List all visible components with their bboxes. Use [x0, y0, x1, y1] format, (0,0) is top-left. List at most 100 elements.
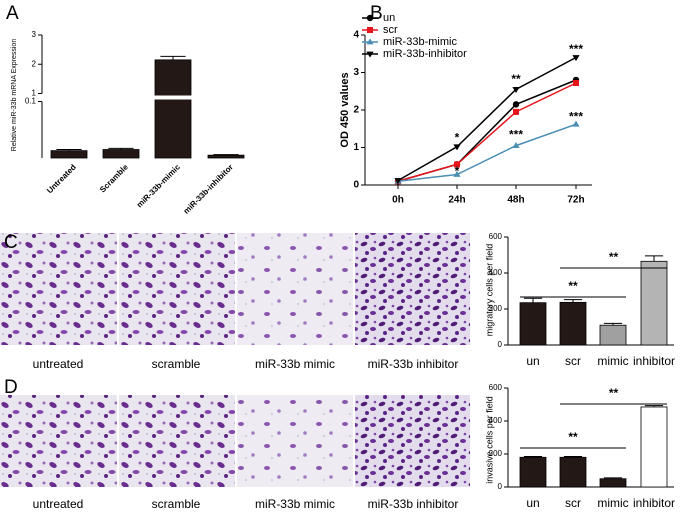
marker	[572, 120, 580, 127]
photos-d	[0, 395, 470, 487]
annotation: *	[455, 130, 460, 144]
photo-label: miR-33b mimic	[255, 357, 335, 371]
series-line	[397, 123, 577, 182]
significance-label: **	[568, 430, 578, 444]
bar	[599, 478, 627, 488]
x-tick-label: inhibitor	[633, 496, 675, 510]
marker	[366, 14, 374, 22]
annotation: ***	[569, 42, 583, 56]
legend-label: miR-33b-mimic	[383, 36, 457, 48]
y-tick-label: 4	[353, 30, 359, 41]
y-axis-label: invasive cells per field	[484, 396, 494, 484]
y-tick-label: 3	[32, 30, 37, 39]
bar	[599, 324, 627, 346]
x-tick-label: miR-33b-mimic	[135, 162, 182, 209]
legend-label: un	[383, 12, 395, 24]
marker	[572, 55, 580, 62]
x-tick-label: Scramble	[98, 162, 130, 194]
y-tick-label: 0	[498, 482, 503, 491]
annotation: *	[455, 164, 460, 178]
y-tick-label: 0.1	[25, 97, 37, 106]
marker	[454, 161, 460, 168]
photos-c	[0, 233, 470, 345]
marker	[513, 108, 519, 115]
annotation: ***	[509, 127, 523, 141]
marker	[366, 51, 374, 58]
y-tick-label: 400	[489, 268, 503, 277]
photo	[119, 233, 235, 345]
series-line	[397, 56, 577, 182]
bar	[102, 149, 140, 159]
y-tick-label: 1	[32, 89, 37, 98]
x-tick-label: un	[526, 496, 539, 510]
x-tick-label: scr	[565, 496, 581, 510]
bar	[519, 302, 547, 346]
y-tick-label: 600	[489, 383, 503, 392]
marker	[512, 142, 520, 149]
photo	[119, 395, 235, 487]
marker	[367, 27, 373, 33]
annotation: **	[511, 72, 521, 86]
marker	[394, 178, 402, 185]
bar	[207, 154, 245, 159]
bar	[50, 150, 88, 159]
bar	[519, 456, 547, 488]
photo-label: scramble	[152, 357, 201, 371]
photo	[355, 395, 470, 487]
x-tick-label: Untreated	[45, 162, 78, 195]
y-tick-label: 200	[489, 304, 503, 313]
x-tick-label: un	[526, 354, 539, 368]
photo	[355, 233, 470, 345]
axis-break-gap	[36, 95, 250, 100]
photo-label: untreated	[33, 357, 84, 371]
x-tick-label: 72h	[567, 195, 584, 206]
marker	[366, 38, 374, 45]
x-tick-label: scr	[565, 354, 581, 368]
photo-label: untreated	[33, 497, 84, 511]
marker	[573, 80, 579, 86]
legend-label: miR-33b-inhibitor	[383, 48, 467, 60]
x-tick-label: mimic	[597, 354, 628, 368]
bar	[640, 406, 668, 488]
marker	[512, 101, 520, 108]
y-tick-label: 400	[489, 416, 503, 425]
significance-label: **	[568, 279, 578, 293]
marker	[453, 170, 461, 177]
panel-letter: A	[6, 3, 19, 24]
panel-letter: D	[4, 377, 18, 398]
x-tick-label: mimic	[597, 496, 628, 510]
legend-label: scr	[383, 24, 398, 36]
y-axis-label: migratory cells per field	[484, 244, 494, 337]
photo-label: scramble	[152, 497, 201, 511]
panel-letter: B	[370, 3, 383, 24]
y-tick-label: 2	[32, 59, 37, 68]
y-tick-label: 0	[353, 180, 359, 191]
x-tick-label: miR-33b-inhibitor	[182, 163, 235, 216]
series-line	[397, 82, 577, 182]
x-tick-label: 48h	[507, 195, 524, 206]
y-tick-label: 2	[353, 105, 359, 116]
y-axis-label: OD 450 values	[339, 72, 351, 147]
photo	[237, 395, 353, 487]
photo-label: miR-33b inhibitor	[368, 357, 459, 371]
significance-label: **	[609, 250, 619, 264]
y-tick-label: 200	[489, 449, 503, 458]
marker	[453, 144, 461, 151]
photo-label: miR-33b inhibitor	[368, 497, 459, 511]
photo	[0, 395, 117, 487]
x-tick-label: 0h	[392, 195, 404, 206]
significance-label: **	[609, 386, 619, 400]
y-tick-label: 600	[489, 232, 503, 241]
y-axis-label: Relative miR-33b mRNA Expression	[11, 39, 18, 152]
annotation: ***	[569, 110, 583, 124]
bar	[640, 260, 668, 346]
y-tick-label: 3	[353, 67, 359, 78]
y-tick-label: 1	[353, 142, 359, 153]
bar	[559, 301, 587, 346]
bar	[154, 59, 192, 159]
photo	[237, 233, 353, 345]
x-tick-label: 24h	[448, 195, 465, 206]
y-tick-label: 0	[498, 340, 503, 349]
bar	[559, 456, 587, 488]
